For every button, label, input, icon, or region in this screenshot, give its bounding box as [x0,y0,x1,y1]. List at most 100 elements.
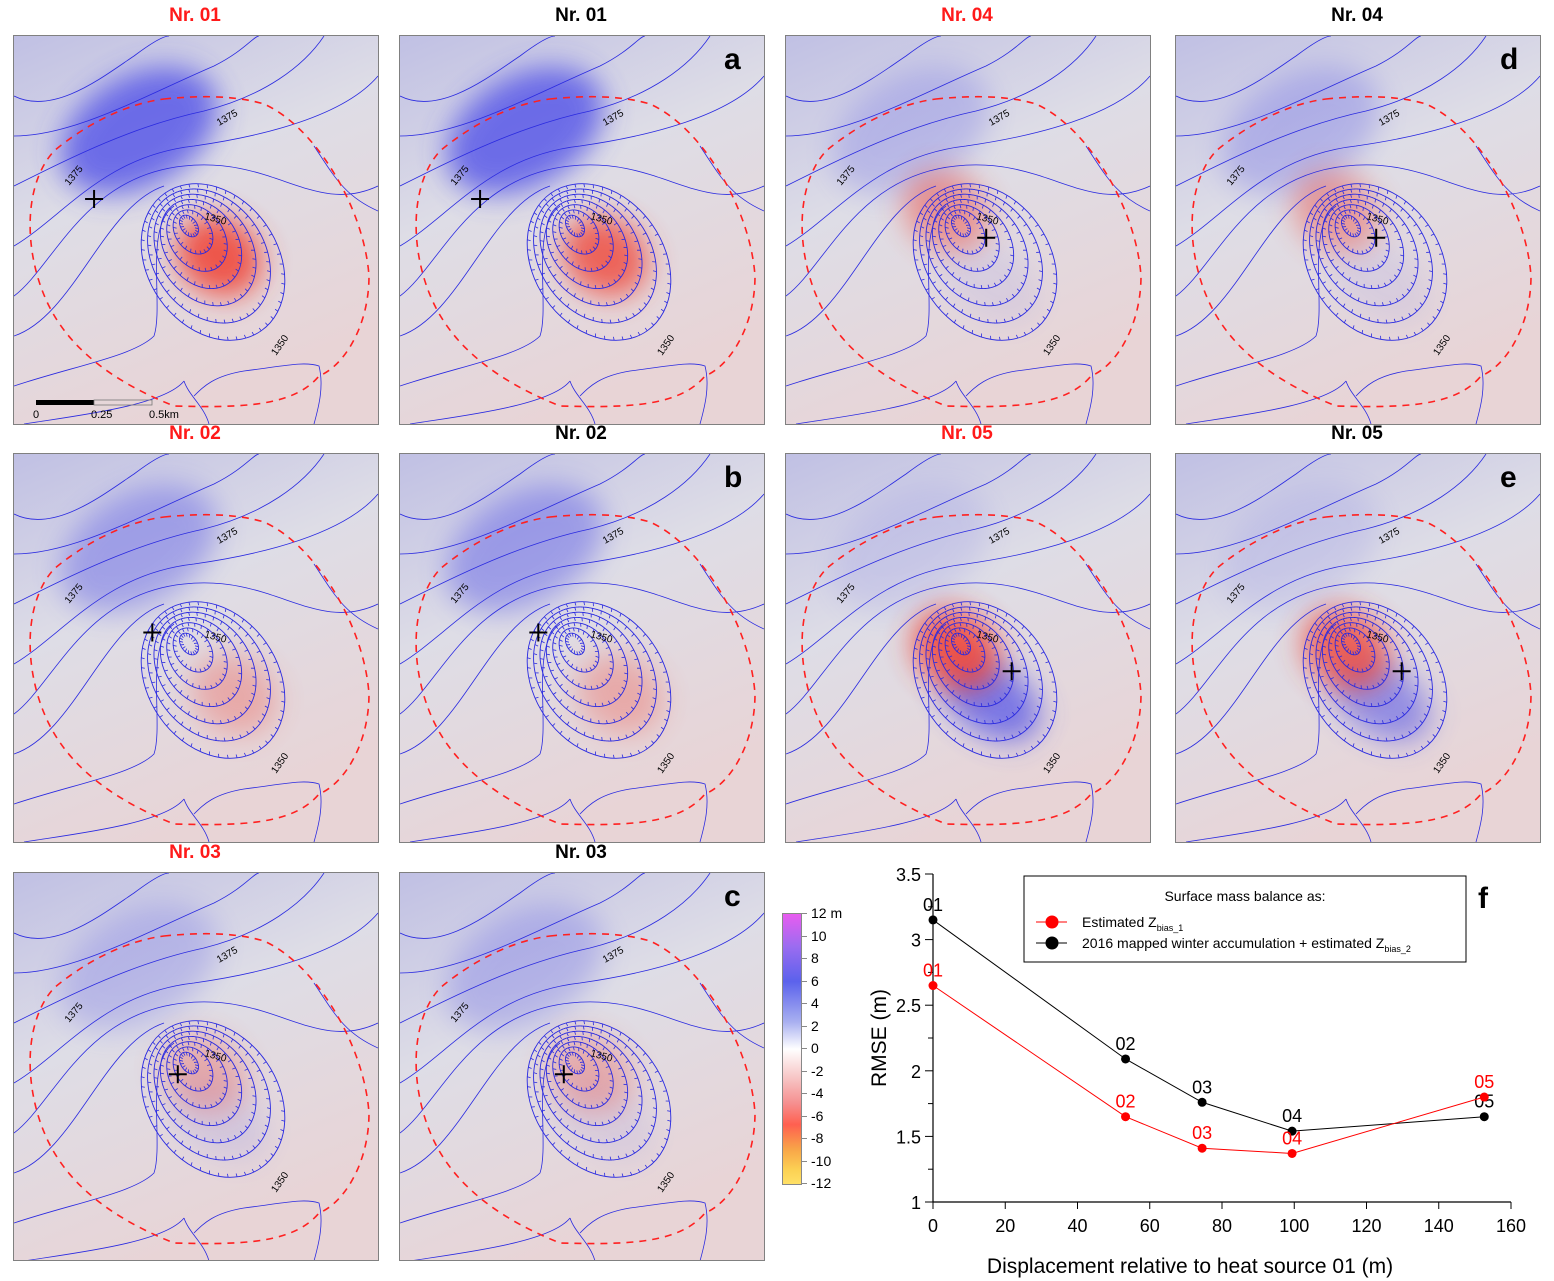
colorbar-tick-label: 6 [811,972,819,989]
y-tick-label: 3.5 [896,865,921,885]
panel-letter-a: a [724,43,741,76]
contour-lines [400,873,764,1260]
colorbar-tick [801,1048,807,1049]
contour-lines [786,36,1150,424]
map-panel-03: 1375 1375 1350 1350 [399,872,765,1261]
panel-title: Nr. 01 [555,5,607,26]
heat-source-cross-icon [471,189,490,208]
data-point [1287,1148,1297,1158]
depression-contour [552,1041,614,1109]
colorbar-tick-label: -6 [811,1107,824,1124]
colorbar-tick [801,1138,807,1139]
legend-box [1023,875,1467,963]
heat-source-cross-icon [554,1065,573,1084]
panel-letter-b: b [724,461,743,494]
heat-source-cross-icon [1367,228,1386,247]
data-point [1197,1143,1207,1153]
depression-contour [179,1051,199,1075]
positive-anomaly [446,904,604,1032]
positive-anomaly [60,67,218,195]
heat-source-cross-icon [143,623,162,642]
panel-title: Nr. 04 [941,5,993,26]
depression-contour [179,632,199,656]
boundary-circle [801,95,1142,408]
depression-contour [533,1025,657,1161]
negative-anomaly [562,215,648,297]
boundary-circle [29,95,370,408]
data-point [1121,1054,1131,1064]
positive-anomaly [60,485,218,613]
panel-letter-d: d [1500,43,1519,76]
scale-bar-label: 0 [33,409,39,421]
depression-contour [951,632,971,656]
point-label: 01 [923,961,943,981]
contour-lines [786,454,1150,842]
depression-contour [565,632,585,656]
map-panel-02: 1375 1375 1350 1350 [13,453,379,843]
panel-letter-f: f [1478,882,1489,915]
depression-contour [938,622,1000,690]
x-tick-label: 100 [1279,1216,1309,1236]
depression-contour [1341,632,1361,656]
data-point [1287,1126,1297,1136]
depression-contour [166,622,228,690]
y-tick-label: 3 [911,931,921,951]
colorbar-tick [801,1093,807,1094]
contour-lines [400,454,764,842]
point-label: 02 [1116,1092,1136,1112]
panel-title: Nr. 04 [1331,5,1383,26]
y-tick-label: 1 [911,1193,921,1213]
heat-source-cross-icon [1392,662,1411,681]
boundary-circle [415,513,756,826]
map-panel-01: 1375 1375 1350 1350 0 0.25 0.5km [13,35,379,425]
point-label: 01 [923,895,943,915]
panel-title: Nr. 05 [1331,423,1383,444]
scale-bar-label: 0.25 [91,409,112,421]
panel-title: Nr. 03 [169,842,221,863]
contour-lines [400,36,764,424]
map-panel-04: 1375 1375 1350 1350 [1175,35,1541,425]
colorbar-tick [801,1115,807,1117]
data-point [928,915,938,925]
point-label: 05 [1474,1072,1494,1092]
chart-legend: Surface mass balance as: Estimated Zbias_… [1023,875,1467,963]
colorbar-tick-label: 0 [811,1040,819,1056]
boundary-circle [415,932,756,1245]
map-panel-05: 1375 1375 1350 1350 [1175,453,1541,843]
x-tick-label: 0 [928,1216,938,1236]
scale-bar-label: 0.5km [149,409,179,421]
boundary-circle [801,513,1142,826]
legend-marker [1045,936,1059,950]
colorbar-tick [801,935,807,937]
panel-title: Nr. 05 [941,423,993,444]
point-label: 04 [1282,1106,1302,1126]
x-axis-label: Displacement relative to heat source 01 … [987,1255,1393,1278]
legend-entry: Estimated Zbias_1 [1082,914,1183,933]
colorbar-tick-label: -10 [811,1152,832,1169]
colorbar-tick-label: 12 m [811,905,843,921]
legend-title: Surface mass balance as: [1164,888,1325,904]
depression-contour [552,622,614,690]
legend-marker [1045,915,1059,929]
y-axis-label: RMSE (m) [868,989,891,1087]
colorbar-tick-label: -8 [811,1130,824,1146]
x-tick-label: 60 [1140,1216,1160,1236]
data-point [1121,1112,1131,1122]
colorbar-tick [801,1003,807,1004]
boundary-circle [1191,95,1532,408]
y-tick-label: 2.5 [896,996,921,1016]
contour-lines [14,873,378,1260]
colorbar-tick [801,958,807,959]
x-tick-label: 140 [1424,1216,1454,1236]
heat-source-cross-icon [1002,662,1021,681]
positive-anomaly [446,67,604,195]
x-tick-label: 80 [1212,1216,1232,1236]
boundary-circle [29,932,370,1245]
boundary-circle [1191,513,1532,826]
map-panel-02: 1375 1375 1350 1350 [399,453,765,843]
heat-source-cross-icon [85,189,104,208]
colorbar-tick [801,980,807,982]
point-label: 05 [1474,1092,1494,1112]
positive-anomaly [446,485,604,613]
